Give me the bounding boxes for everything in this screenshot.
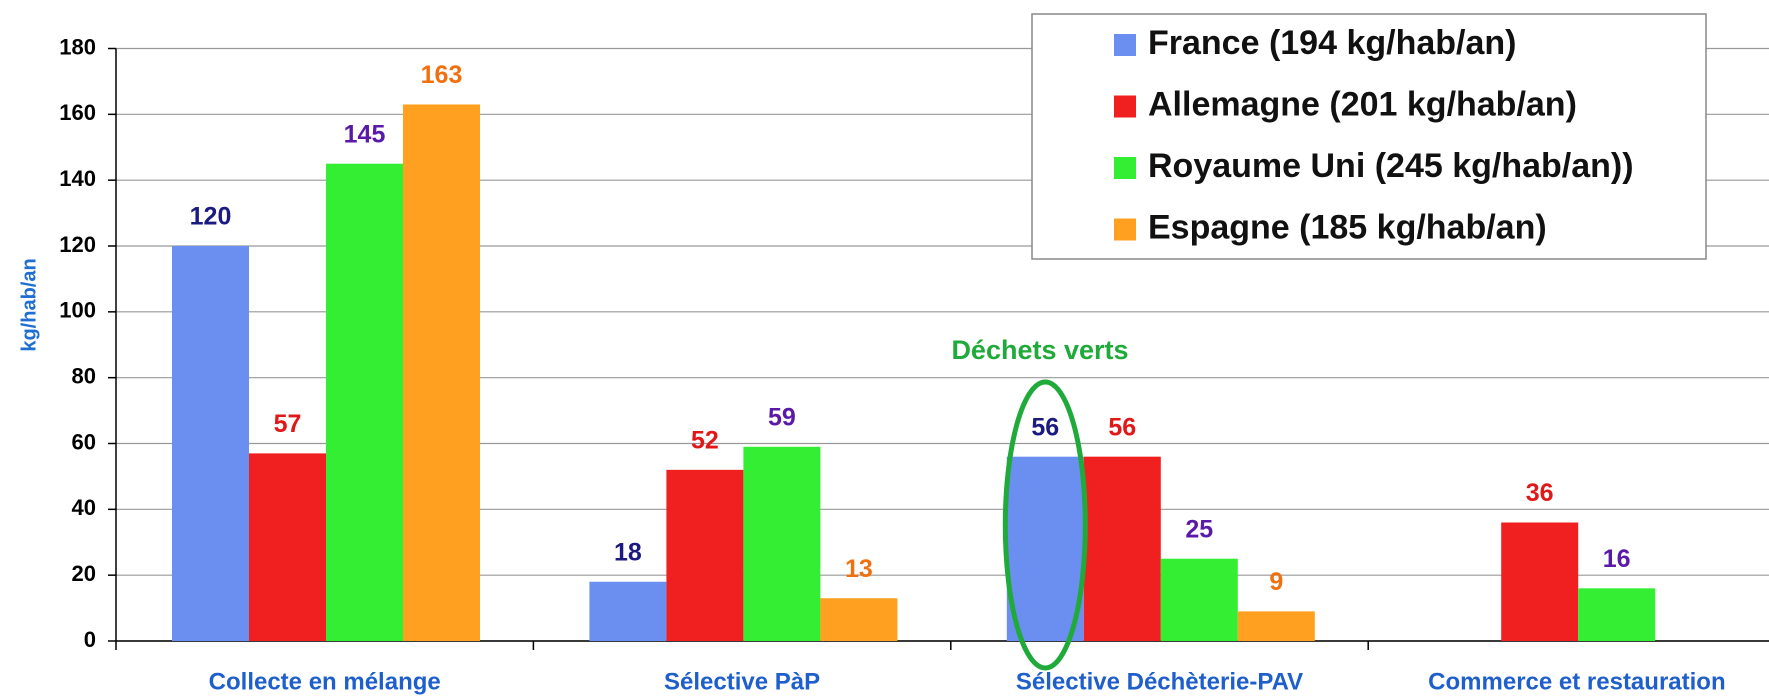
y-tick-label: 180	[59, 34, 96, 59]
y-tick-label: 0	[84, 627, 96, 652]
data-label: 9	[1269, 568, 1283, 596]
data-label: 145	[344, 120, 386, 148]
data-label: 59	[768, 403, 796, 431]
y-tick-label: 100	[59, 298, 96, 323]
bar	[589, 581, 667, 641]
data-label: 13	[845, 555, 873, 583]
data-label: 16	[1603, 545, 1631, 573]
y-tick-label: 140	[59, 166, 96, 191]
y-tick-label: 160	[59, 100, 96, 125]
legend-swatch	[1114, 218, 1136, 241]
data-label: 120	[190, 203, 232, 231]
y-tick-label: 80	[72, 363, 96, 388]
data-label: 36	[1526, 479, 1554, 507]
x-tick-label: Sélective Déchèterie-PAV	[1016, 668, 1303, 695]
data-label: 25	[1185, 515, 1213, 543]
bar	[172, 246, 249, 641]
bar	[1237, 611, 1315, 641]
x-tick-label: Commerce et restauration	[1428, 668, 1725, 695]
data-label: 18	[614, 538, 642, 566]
annotation-ellipse	[1002, 379, 1088, 671]
legend-label: France (194 kg/hab/an)	[1148, 24, 1516, 62]
y-tick-label: 60	[72, 429, 96, 454]
legend-label: Allemagne (201 kg/hab/an)	[1148, 85, 1577, 123]
legend-swatch	[1114, 157, 1136, 179]
x-tick-label: Sélective PàP	[664, 668, 820, 695]
bar	[820, 598, 898, 641]
annotation: Déchets verts	[951, 335, 1128, 365]
bar	[403, 104, 480, 642]
data-label: 163	[421, 61, 463, 89]
bar	[743, 446, 821, 641]
bar	[1578, 588, 1656, 641]
data-label: 56	[1108, 413, 1136, 441]
bar	[1083, 456, 1161, 641]
x-tick-label: Collecte en mélange	[209, 668, 441, 695]
bar	[666, 469, 744, 641]
bar	[326, 163, 403, 642]
legend-box	[1031, 13, 1707, 260]
legend-swatch	[1114, 34, 1136, 56]
bar	[1006, 456, 1084, 641]
y-tick-label: 120	[59, 232, 96, 257]
legend-swatch	[1114, 95, 1136, 118]
legend-label: Royaume Uni (245 kg/hab/an))	[1148, 147, 1634, 185]
y-tick-label: 40	[72, 495, 96, 520]
data-label: 57	[274, 410, 302, 438]
data-label: 52	[691, 426, 719, 454]
bar	[1501, 522, 1579, 641]
bar	[249, 453, 326, 641]
data-label: 56	[1031, 413, 1059, 441]
y-axis-label: kg/hab/an	[18, 258, 40, 351]
bar	[1160, 558, 1238, 641]
legend-label: Espagne (185 kg/hab/an)	[1148, 208, 1547, 246]
y-tick-label: 20	[72, 561, 96, 586]
